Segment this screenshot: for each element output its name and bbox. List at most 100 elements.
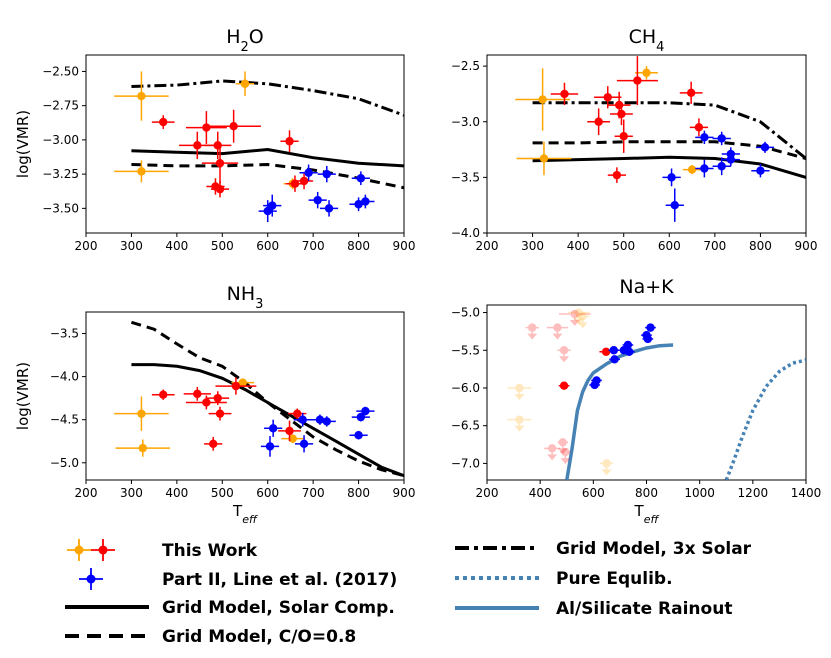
marker: [726, 155, 736, 164]
x-tick-label: 800: [347, 239, 370, 253]
data-point: [557, 346, 571, 363]
marker: [159, 117, 168, 127]
panel-title: H2O: [226, 26, 264, 55]
x-tick-label: 300: [521, 239, 544, 253]
data-point: [280, 130, 299, 153]
legend-label: Grid Model, Solar Comp.: [162, 598, 395, 618]
data-point: [278, 420, 301, 442]
marker: [687, 165, 697, 174]
data-point: [721, 152, 740, 167]
data-point: [183, 386, 211, 401]
data-point: [294, 435, 314, 453]
marker: [610, 355, 619, 364]
x-tick-label: 600: [256, 239, 279, 253]
y-tick-label: −5.0: [451, 306, 480, 320]
x-tick-label: 900: [393, 486, 416, 500]
y-tick-label: −5.0: [50, 456, 79, 470]
limit-arrow-head: [547, 454, 558, 461]
x-tick-label: 700: [703, 239, 726, 253]
marker: [547, 444, 557, 453]
marker: [539, 154, 549, 163]
data-point: [317, 416, 336, 427]
marker: [756, 166, 765, 175]
data-point: [260, 436, 280, 457]
model-line-solid: [131, 147, 404, 168]
marker: [717, 162, 726, 171]
y-tick-label: −6.0: [451, 381, 480, 395]
x-tick-label: 500: [211, 239, 234, 253]
data-point: [507, 415, 532, 432]
plot-frame: [486, 54, 807, 234]
x-tick-label: 200: [75, 486, 98, 500]
marker: [229, 122, 238, 131]
plot-area: [114, 71, 404, 223]
x-tick-label: 600: [658, 239, 681, 253]
marker: [603, 93, 612, 102]
data-point: [293, 412, 312, 427]
marker: [215, 158, 225, 168]
marker: [356, 174, 366, 183]
model-line-dashdot: [131, 79, 404, 117]
marker: [322, 417, 331, 426]
x-tick-label: 900: [393, 239, 416, 253]
plot-area: [507, 308, 806, 480]
data-point: [114, 71, 169, 121]
data-point: [622, 340, 634, 350]
marker: [553, 323, 562, 332]
legend-sample-thiswork: [67, 539, 115, 561]
legend-item: Part II, Line et al. (2017): [79, 568, 397, 590]
limit-arrow-head: [560, 458, 571, 465]
marker: [700, 164, 709, 173]
data-point: [623, 347, 635, 356]
marker: [515, 415, 524, 424]
limit-arrow-head: [559, 356, 570, 363]
marker: [592, 376, 601, 385]
y-axis-label: log(VMR): [14, 110, 32, 178]
y-tick-label: −2.50: [42, 64, 79, 78]
marker: [265, 442, 275, 451]
marker: [298, 415, 307, 424]
y-axis-label: log(VMR): [14, 362, 32, 430]
data-point: [695, 130, 714, 144]
legend-item: Grid Model, Solar Comp.: [65, 598, 395, 618]
marker: [215, 409, 225, 418]
marker: [290, 179, 300, 188]
data-point: [206, 391, 230, 406]
marker: [570, 309, 579, 319]
x-tick-label: 400: [529, 486, 552, 500]
plot-frame: [85, 311, 405, 481]
data-point: [568, 308, 590, 325]
data-point: [281, 434, 305, 443]
data-point: [558, 381, 570, 390]
data-point: [679, 81, 703, 104]
y-tick-label: −3.5: [451, 170, 480, 184]
data-point: [607, 167, 626, 183]
model-line-equlib: [724, 358, 806, 480]
panel-title: CH4: [629, 26, 665, 55]
y-tick-label: −3.0: [451, 115, 480, 129]
marker: [578, 312, 587, 321]
x-tick-label: 800: [749, 239, 772, 253]
marker: [561, 447, 570, 457]
marker: [322, 169, 331, 179]
legend-item: This Work: [67, 539, 258, 561]
limit-arrow-head: [573, 318, 584, 325]
x-axis-label: Teff: [634, 502, 660, 526]
x-tick-label: 700: [302, 239, 325, 253]
marker: [285, 426, 294, 436]
marker: [700, 133, 709, 142]
data-point: [317, 165, 336, 183]
marker: [215, 184, 225, 194]
legend-label: Grid Model, 3x Solar: [556, 539, 752, 559]
limit-arrow-head: [552, 333, 563, 340]
marker: [633, 76, 642, 85]
marker: [285, 137, 294, 146]
limit-arrow-head: [601, 469, 612, 476]
marker: [293, 409, 302, 418]
legend-sample-line2017: [79, 568, 103, 590]
data-point: [151, 389, 175, 400]
data-point: [515, 68, 570, 131]
marker: [202, 398, 211, 407]
data-point: [576, 312, 590, 329]
